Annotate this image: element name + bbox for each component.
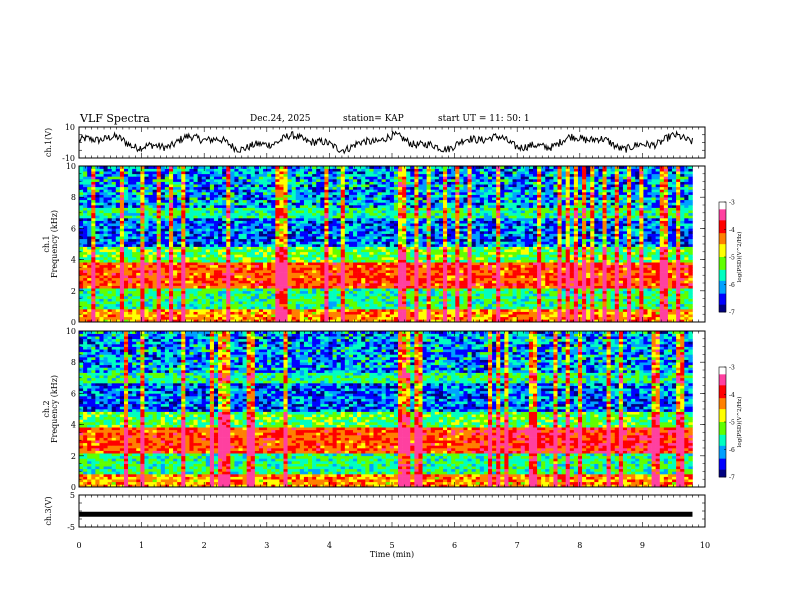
colorbar-tick-label: -6 <box>729 282 735 289</box>
start-time-label: start UT = 11: 50: 1 <box>438 114 530 124</box>
y-axis-label: Frequency (kHz) <box>50 375 59 443</box>
colorbar-tick-label: -7 <box>729 475 735 482</box>
colorbar-tick-label: -7 <box>729 310 735 317</box>
y-tick-label: 10 <box>65 123 75 132</box>
x-tick-label: 2 <box>202 541 207 550</box>
colorbar-tick-label: -6 <box>729 447 735 454</box>
y-tick-label: 5 <box>70 491 75 500</box>
ch1-voltage-line <box>78 129 693 155</box>
y-axis-label: ch.3(V) <box>44 496 53 525</box>
x-tick-label: 4 <box>327 541 332 550</box>
y-tick-label: 4 <box>71 256 76 265</box>
y-tick-label: 2 <box>71 452 76 461</box>
date-label: Dec.24, 2025 <box>250 114 311 124</box>
y-tick-label: 10 <box>66 327 76 336</box>
colorbar-label: log(PSD)(V^2/Hz) <box>736 232 743 283</box>
x-tick-label: 1 <box>139 541 144 550</box>
y-tick-label: 6 <box>71 389 76 398</box>
y-tick-label: 6 <box>71 224 76 233</box>
colorbar-tick-label: -3 <box>729 200 735 207</box>
x-tick-label: 9 <box>640 541 645 550</box>
channel-label: ch.2 <box>42 400 51 417</box>
y-tick-label: 0 <box>71 483 76 492</box>
y-tick-label: 4 <box>71 421 76 430</box>
channel-label: ch.1 <box>42 235 51 252</box>
x-tick-label: 10 <box>700 541 710 550</box>
x-axis-label: Time (min) <box>370 550 414 559</box>
y-tick-label: 10 <box>66 162 76 171</box>
y-tick-label: 0 <box>71 318 76 327</box>
spectrogram-ch1 <box>79 166 693 323</box>
x-tick-label: 0 <box>76 541 81 550</box>
y-tick-label: -5 <box>67 523 75 532</box>
colorbar-tick-label: -4 <box>729 227 735 234</box>
colorbar-tick-label: -5 <box>729 255 735 262</box>
colorbar-tick-label: -5 <box>729 420 735 427</box>
colorbar-ch2 <box>719 367 726 478</box>
colorbar-tick-label: -3 <box>729 365 735 372</box>
spectrogram-ch2 <box>79 331 693 488</box>
y-axis-label: ch.1(V) <box>44 128 53 157</box>
x-tick-label: 7 <box>515 541 520 550</box>
y-axis-label: Frequency (kHz) <box>50 210 59 278</box>
y-tick-label: 8 <box>71 358 76 367</box>
colorbar-tick-label: -4 <box>729 392 735 399</box>
x-tick-label: 8 <box>577 541 582 550</box>
x-tick-label: 5 <box>389 541 394 550</box>
station-label: station= KAP <box>343 114 404 124</box>
y-tick-label: 2 <box>71 287 76 296</box>
y-tick-label: -10 <box>62 154 75 163</box>
chart-title: VLF Spectra <box>80 112 150 125</box>
x-tick-label: 3 <box>264 541 269 550</box>
colorbar-label: log(PSD)(V^2/Hz) <box>736 397 743 448</box>
x-tick-label: 6 <box>452 541 457 550</box>
y-tick-label: 8 <box>71 193 76 202</box>
colorbar-ch1 <box>719 202 726 313</box>
